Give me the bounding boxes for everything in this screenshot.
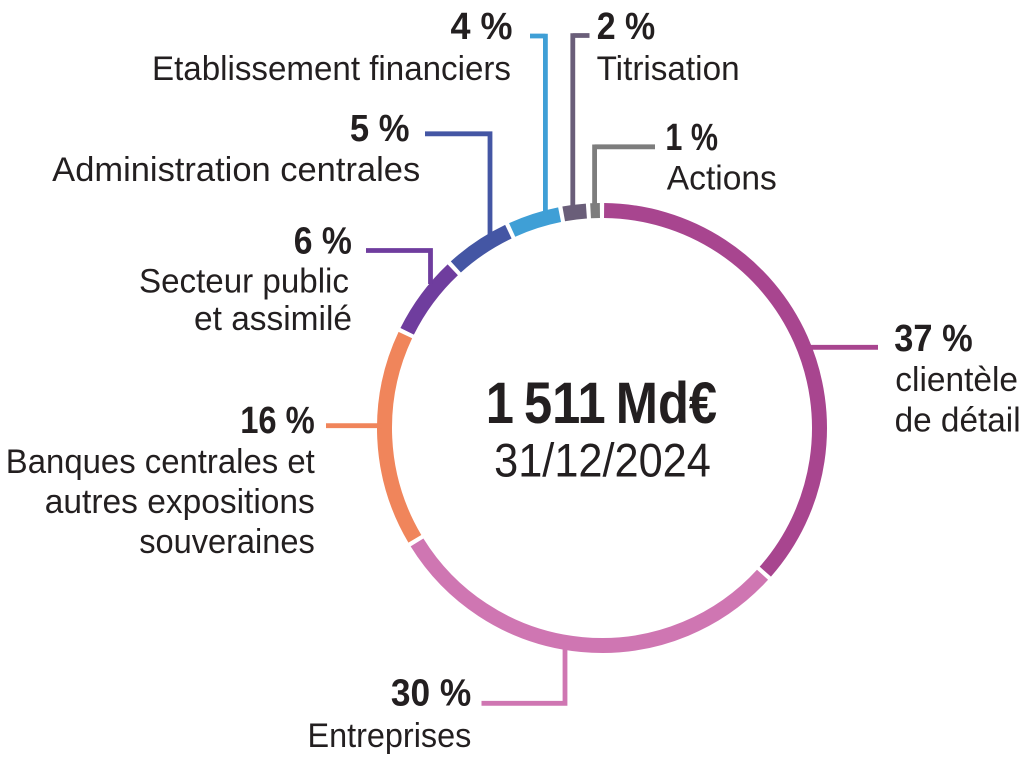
svg-text:6 %: 6 % bbox=[294, 220, 352, 262]
svg-text:et assimilé: et assimilé bbox=[194, 300, 352, 338]
svg-text:Administration centrales: Administration centrales bbox=[52, 151, 420, 189]
svg-text:30 %: 30 % bbox=[391, 672, 471, 714]
svg-text:Titrisation: Titrisation bbox=[597, 50, 740, 88]
svg-text:Etablissement financiers: Etablissement financiers bbox=[152, 50, 511, 88]
svg-text:2 %: 2 % bbox=[597, 6, 656, 48]
svg-text:37 %: 37 % bbox=[894, 318, 972, 360]
svg-text:31/12/2024: 31/12/2024 bbox=[494, 433, 711, 486]
svg-text:autres expositions: autres expositions bbox=[45, 483, 315, 521]
svg-text:Entreprises: Entreprises bbox=[308, 717, 472, 755]
svg-text:1 511 Md€: 1 511 Md€ bbox=[486, 371, 717, 436]
svg-text:Secteur public: Secteur public bbox=[139, 263, 349, 301]
svg-text:16 %: 16 % bbox=[240, 400, 315, 442]
svg-text:clientèle: clientèle bbox=[895, 361, 1018, 399]
svg-text:de détail: de détail bbox=[895, 402, 1021, 440]
svg-text:1 %: 1 % bbox=[665, 117, 718, 159]
svg-text:5 %: 5 % bbox=[350, 108, 410, 150]
svg-text:Banques centrales et: Banques centrales et bbox=[6, 443, 316, 481]
svg-text:4 %: 4 % bbox=[451, 6, 513, 48]
svg-text:souveraines: souveraines bbox=[139, 523, 315, 561]
svg-text:Actions: Actions bbox=[667, 160, 777, 198]
